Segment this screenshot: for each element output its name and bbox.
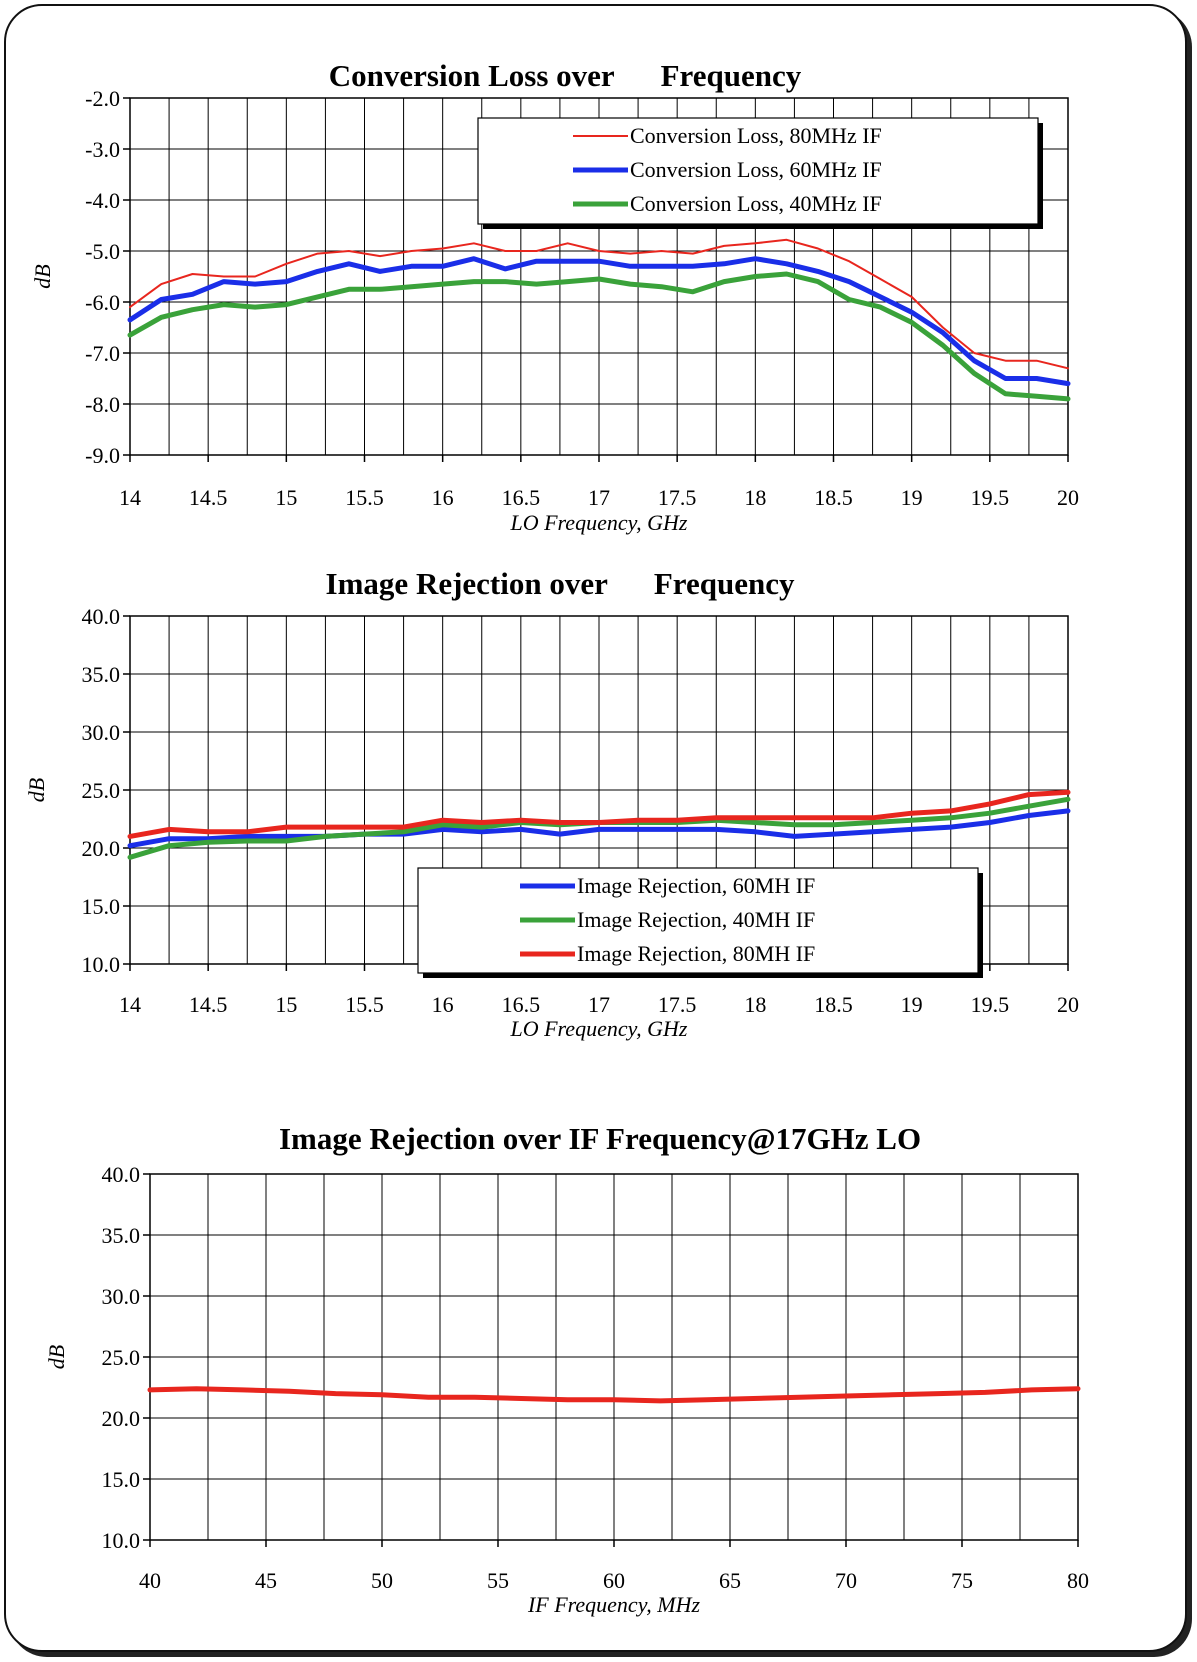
x-tick-label: 60 <box>603 1568 625 1593</box>
legend-label: Conversion Loss, 40MHz IF <box>630 191 882 216</box>
x-tick-label: 19 <box>901 485 923 510</box>
x-tick-label: 40 <box>139 1568 161 1593</box>
y-tick-label: 30.0 <box>82 720 121 745</box>
x-tick-label: 18 <box>744 485 766 510</box>
legend-box <box>417 867 979 974</box>
x-tick-label: 18.5 <box>814 485 853 510</box>
x-tick-label: 18 <box>744 992 766 1017</box>
x-tick-label: 65 <box>719 1568 741 1593</box>
y-axis-label: dB <box>24 778 49 802</box>
x-tick-label: 16.5 <box>502 992 541 1017</box>
legend-label: Conversion Loss, 60MHz IF <box>630 157 882 182</box>
x-tick-label: 18.5 <box>814 992 853 1017</box>
legend: Conversion Loss, 80MHz IF Conversion Loss… <box>477 117 1043 229</box>
y-tick-label: 20.0 <box>102 1406 141 1431</box>
y-tick-label: 30.0 <box>102 1284 141 1309</box>
legend: Image Rejection, 60MH IF Image Rejection,… <box>417 867 983 978</box>
x-tick-label: 20 <box>1057 485 1079 510</box>
series-line <box>127 256 1071 387</box>
x-tick-label: 80 <box>1067 1568 1089 1593</box>
y-tick-label: -9.0 <box>85 443 120 468</box>
x-tick-label: 14.5 <box>189 992 228 1017</box>
x-tick-label: 15.5 <box>345 992 384 1017</box>
x-tick-label: 19 <box>901 992 923 1017</box>
x-tick-label: 19.5 <box>971 992 1010 1017</box>
x-tick-label: 16.5 <box>502 485 541 510</box>
x-tick-label: 17 <box>588 992 610 1017</box>
chart-1: Conversion Loss over Frequency -2.0 -3.0 -4… <box>30 58 1079 535</box>
y-tick-label: 40.0 <box>102 1162 141 1187</box>
x-tick-label: 75 <box>951 1568 973 1593</box>
y-tick-label: -7.0 <box>85 341 120 366</box>
x-tick-label: 55 <box>487 1568 509 1593</box>
series-line <box>129 238 1069 370</box>
x-tick-label: 16 <box>432 992 454 1017</box>
x-tick-label: 45 <box>255 1568 277 1593</box>
x-tick-label: 14 <box>119 485 141 510</box>
y-tick-label: -4.0 <box>85 188 120 213</box>
y-tick-label: -5.0 <box>85 239 120 264</box>
y-tick-label: 35.0 <box>102 1223 141 1248</box>
y-tick-label: 25.0 <box>82 778 121 803</box>
legend-label: Image Rejection, 60MH IF <box>577 873 815 898</box>
series-line <box>127 271 1071 402</box>
x-tick-label: 14 <box>119 992 141 1017</box>
y-tick-label: -3.0 <box>85 137 120 162</box>
x-tick-label: 17 <box>588 485 610 510</box>
x-tick-label: 19.5 <box>971 485 1010 510</box>
x-axis-label: LO Frequency, GHz <box>510 1016 688 1041</box>
y-tick-label: 35.0 <box>82 662 121 687</box>
legend-box <box>477 117 1039 225</box>
legend-label: Image Rejection, 40MH IF <box>577 907 815 932</box>
chart-title: Image Rejection over IF Frequency@17GHz … <box>279 1121 921 1156</box>
y-tick-label: 40.0 <box>82 604 121 629</box>
y-tick-label: -6.0 <box>85 290 120 315</box>
y-axis-label: dB <box>44 1345 69 1369</box>
x-tick-label: 17.5 <box>658 485 697 510</box>
series-line <box>127 789 1071 839</box>
x-tick-label: 20 <box>1057 992 1079 1017</box>
chart-2: Image Rejection over Frequency 40.0 35.0 30… <box>24 566 1079 1041</box>
x-tick-label: 15 <box>275 992 297 1017</box>
x-tick-label: 15 <box>275 485 297 510</box>
x-tick-label: 14.5 <box>189 485 228 510</box>
y-tick-label: -8.0 <box>85 392 120 417</box>
chart-3: Image Rejection over IF Frequency@17GHz … <box>44 1121 1089 1617</box>
y-tick-label: 10.0 <box>102 1528 141 1553</box>
series-line <box>127 808 1071 849</box>
chart-title: Image Rejection over Frequency <box>326 566 795 601</box>
y-tick-label: -2.0 <box>85 86 120 111</box>
x-tick-label: 16 <box>432 485 454 510</box>
legend-label: Conversion Loss, 80MHz IF <box>630 123 882 148</box>
y-tick-label: 25.0 <box>102 1345 141 1370</box>
chart-title: Conversion Loss over Frequency <box>329 58 802 93</box>
y-tick-label: 10.0 <box>82 952 121 977</box>
legend-label: Image Rejection, 80MH IF <box>577 941 815 966</box>
y-tick-label: 20.0 <box>82 836 121 861</box>
x-axis-label: IF Frequency, MHz <box>527 1592 701 1617</box>
x-tick-label: 50 <box>371 1568 393 1593</box>
y-tick-label: 15.0 <box>102 1467 141 1492</box>
x-tick-label: 17.5 <box>658 992 697 1017</box>
y-tick-label: 15.0 <box>82 894 121 919</box>
y-axis-label: dB <box>30 264 55 288</box>
series-line <box>147 1386 1081 1404</box>
x-tick-label: 15.5 <box>345 485 384 510</box>
x-axis-label: LO Frequency, GHz <box>510 510 688 535</box>
x-tick-label: 70 <box>835 1568 857 1593</box>
